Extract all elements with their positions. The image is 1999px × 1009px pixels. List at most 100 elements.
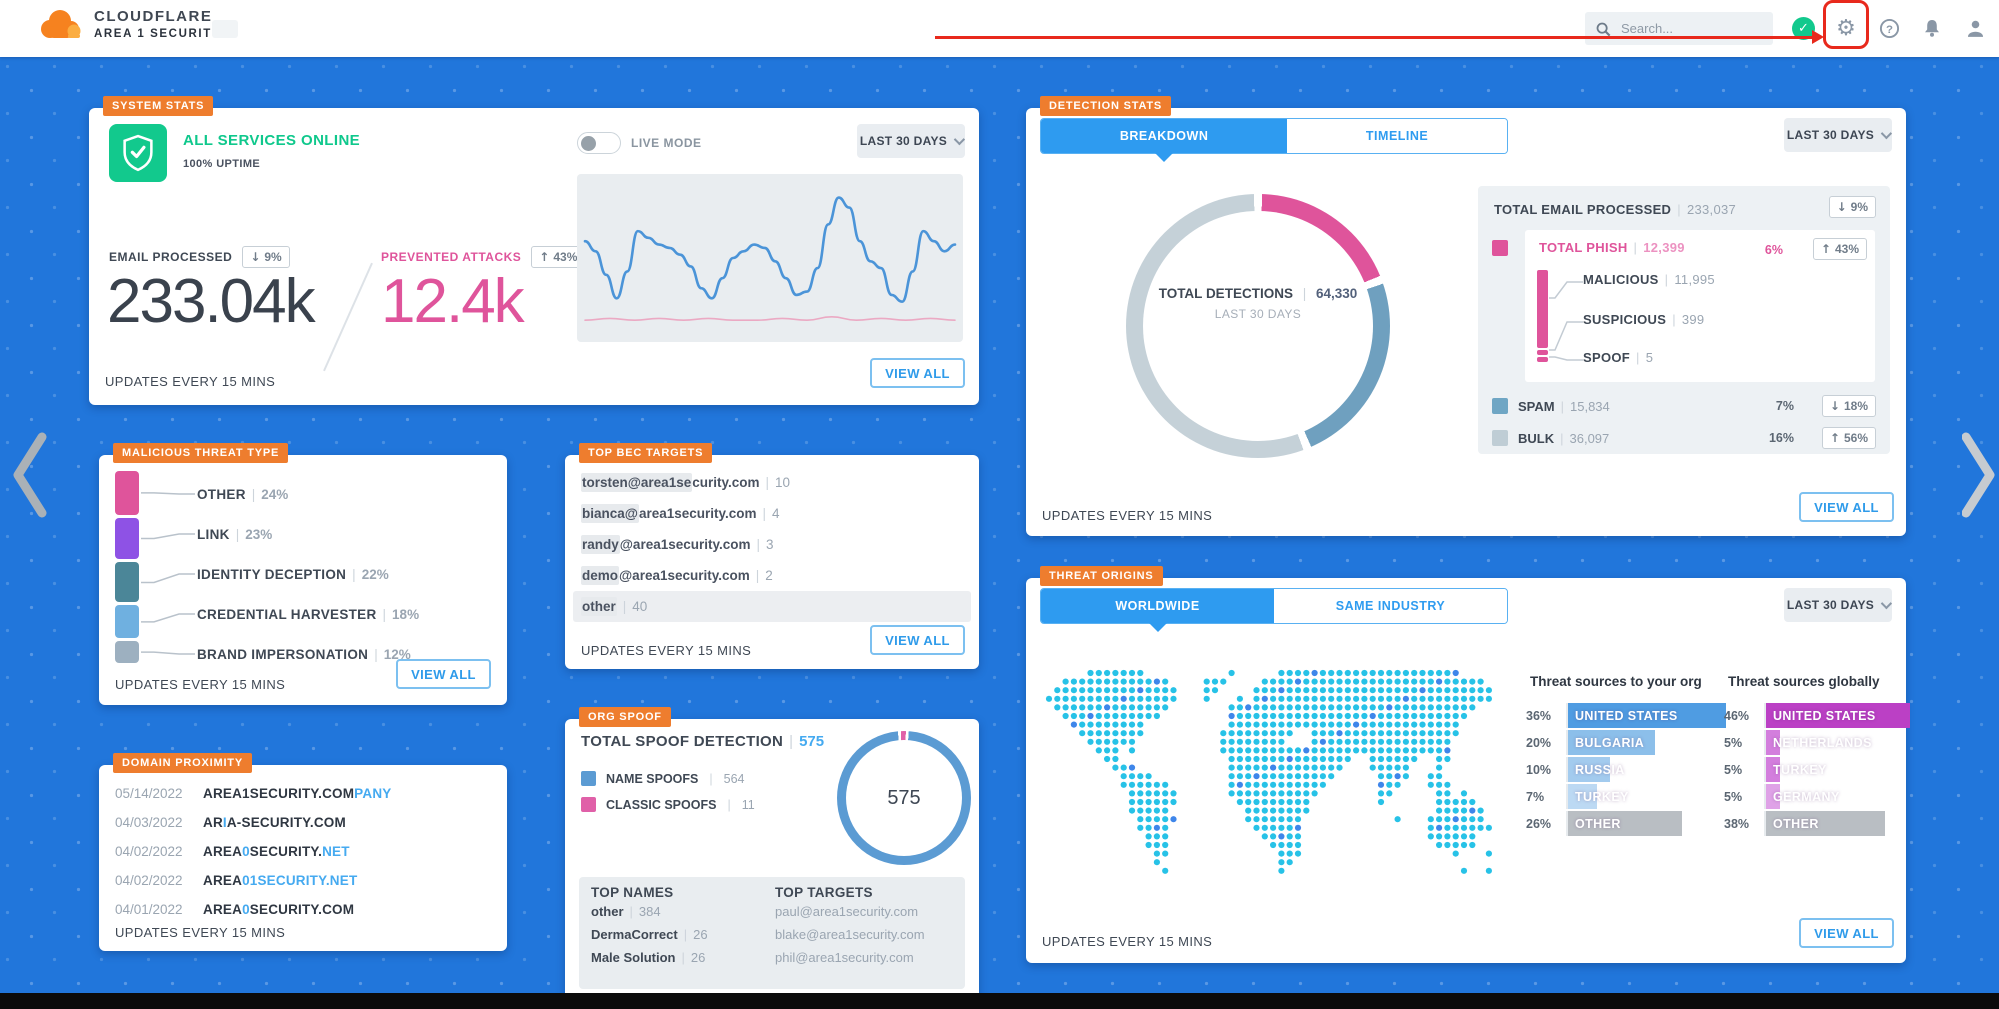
view-all-button[interactable]: VIEW ALL [870,358,965,388]
tab-same-industry[interactable]: SAME INDUSTRY [1274,589,1507,623]
arrow-down-icon: ↓ [250,250,261,264]
total-detections-label: TOTAL DETECTIONS [1158,286,1293,301]
bec-target-row[interactable]: demo@area1security.com 2 [573,560,971,591]
legend-value: 11 [741,797,755,812]
divider [323,262,373,372]
top-name-row: other 384 [591,900,781,923]
user-profile-icon[interactable] [1963,17,1987,41]
bec-target-count: 4 [772,506,780,521]
separator [377,607,393,622]
threat-origins-tabs: WORLDWIDE SAME INDUSTRY [1040,588,1508,632]
domain-row[interactable]: 04/03/2022 ARIA-SECURITY.COM [115,808,491,837]
legend-label: OTHER [197,486,246,502]
nav-item[interactable] [332,20,358,38]
origin-country-label: UNITED STATES [1773,708,1876,723]
legend-item: OTHER 24% [197,481,497,507]
bec-target-row[interactable]: other 40 [573,591,971,622]
tab-worldwide[interactable]: WORLDWIDE [1041,589,1274,632]
top-name-row: DermaCorrect 26 [591,923,781,946]
domain-row[interactable]: 04/02/2022 AREA0SECURITY.NET [115,837,491,866]
domain-row[interactable]: 05/14/2022 AREA1SECURITY.COMPANY [115,779,491,808]
detection-stats-card: DETECTION STATS BREAKDOWN TIMELINE LAST … [1026,96,1906,536]
domain-row[interactable]: 04/02/2022 AREA01SECURITY.NET [115,866,491,895]
total-phish-label: TOTAL PHISH [1539,240,1628,255]
phish-mini-bar [1537,270,1548,364]
bec-target-row[interactable]: torsten@area1security.com 10 [573,467,971,498]
email-rest: @area1security.com [619,568,750,583]
range-dropdown[interactable]: LAST 30 DAYS [1784,118,1893,152]
origin-bar: UNITED STATES [1566,703,1726,728]
separator [1628,240,1644,255]
nav-item[interactable] [372,20,398,38]
chevron-down-icon [953,133,966,146]
malicious-row: MALICIOUS 11,995 [1583,272,1715,287]
search-box[interactable] [1585,12,1773,45]
uptime-text: 100% UPTIME [183,158,261,170]
org-sources-list: 36% UNITED STATES 20% BULGARIA 10% RUSSI… [1526,702,1916,837]
status-shield-icon [109,124,167,182]
carousel-right-chevron[interactable] [1962,429,1999,521]
trend-arrow-icon: ↑ [1829,431,1840,445]
carousel-left-chevron[interactable] [8,429,50,521]
legend-label: CREDENTIAL HARVESTER [197,606,377,622]
malicious-value: 11,995 [1674,272,1715,287]
top-names-list: other 384 DermaCorrect 26 Male Solution … [591,900,781,969]
nav-item[interactable] [292,20,318,38]
bec-target-row[interactable]: randy@area1security.com 3 [573,529,971,560]
spoof-count: 26 [690,950,706,965]
view-all-button[interactable]: VIEW ALL [870,625,965,655]
origin-country-label: OTHER [1773,816,1819,831]
tab-timeline[interactable]: TIMELINE [1287,119,1507,153]
domain-name: AREA0SECURITY.COM [203,902,355,917]
cloudflare-cloud-icon [41,10,81,38]
separator [1297,286,1313,301]
bec-target-count: 40 [632,599,648,614]
card-tag-system-stats: SYSTEM STATS [103,96,214,116]
detection-tabs: BREAKDOWN TIMELINE [1040,118,1508,162]
view-all-button[interactable]: VIEW ALL [1799,492,1894,522]
nav-item[interactable] [212,19,238,38]
bar-segment [115,517,139,560]
search-icon [1596,22,1611,36]
category-row: BULK 36,097 16% ↑ 56% [1478,422,1890,454]
bec-target-count: 10 [775,475,791,490]
email-breakdown-panel: TOTAL EMAIL PROCESSED 233,037 ↓ 9% TOTAL… [1478,186,1890,454]
prevented-attacks-header: PREVENTED ATTACKS ↑ 43% [381,246,586,268]
legend-swatch [1492,398,1508,414]
card-tag-org-spoof: ORG SPOOF [579,707,671,727]
origin-percent: 36% [1526,708,1552,723]
origin-row: 10% RUSSIA [1526,756,1916,783]
separator [757,506,773,521]
range-dropdown[interactable]: LAST 30 DAYS [857,124,966,158]
help-icon[interactable]: ? [1877,17,1901,41]
trend-percent: 56% [1843,431,1868,445]
domain-row[interactable]: 04/01/2022 AREA0SECURITY.COM [115,895,491,924]
email-processed-header: EMAIL PROCESSED ↓ 9% [109,246,290,268]
verified-check-icon[interactable]: ✓ [1792,17,1815,40]
prevented-attacks-value: 12.4k [381,267,525,336]
legend-percent: 18% [392,606,420,622]
search-input[interactable] [1619,20,1759,37]
view-all-button[interactable]: VIEW ALL [396,659,491,689]
view-all-button[interactable]: VIEW ALL [1799,918,1894,948]
notifications-bell-icon[interactable] [1920,17,1944,41]
tab-breakdown[interactable]: BREAKDOWN [1041,119,1288,162]
bec-target-row[interactable]: bianca@area1security.com 4 [573,498,971,529]
brand-logo[interactable]: CLOUDFLARE AREA 1 SECURITY [34,8,221,42]
separator [624,904,639,919]
spoof-details-panel: TOP NAMES other 384 DermaCorrect 26 Mal [579,877,965,989]
separator [346,567,362,582]
nav-item[interactable] [252,20,278,38]
separator [1666,312,1682,327]
phish-legend-swatch [1492,240,1508,256]
bec-target-count: 3 [766,537,774,552]
domain-date: 04/03/2022 [115,815,183,830]
settings-gear-icon[interactable]: ⚙ [1823,0,1869,49]
svg-text:?: ? [1886,24,1893,36]
live-mode-toggle[interactable] [577,132,621,154]
legend-percent: 22% [361,566,389,582]
range-dropdown[interactable]: LAST 30 DAYS [1784,588,1893,622]
donut-center-text: TOTAL DETECTIONS 64,330 LAST 30 DAYS [1126,286,1390,321]
malicious-bar-segment [1537,270,1548,348]
spoof-bar-segment [1537,357,1548,362]
